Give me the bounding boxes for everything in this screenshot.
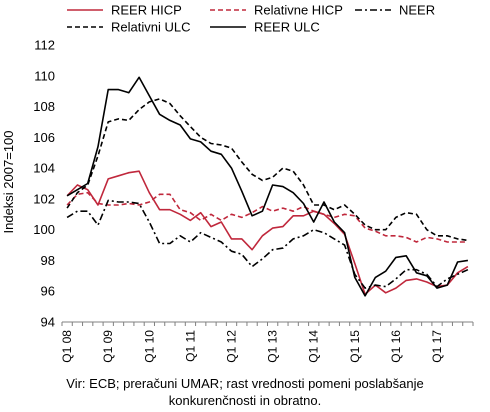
y-tick-label: 98 — [41, 253, 55, 268]
y-tick-label: 104 — [33, 161, 55, 176]
series-line-neer — [66, 199, 469, 289]
y-tick-label: 110 — [34, 68, 55, 83]
series-line-reer-hicp — [66, 170, 469, 296]
y-axis-label: Indeksi 2007=100 — [1, 130, 16, 233]
y-tick-label: 108 — [33, 99, 55, 114]
y-tick-label: 102 — [33, 191, 55, 206]
x-tick-label: Q1 13 — [266, 330, 280, 363]
legend: REER HICP Relativne HICP NEER Relativni ULC… — [67, 3, 435, 35]
x-tick-label: Q1 08 — [60, 330, 74, 363]
y-tick-label: 94 — [41, 315, 55, 330]
legend-label: REER HICP — [111, 3, 182, 18]
y-tick-label: 112 — [34, 38, 55, 53]
series-line-reer-ulc — [66, 76, 469, 297]
source-note-line-2: konkurenčnosti in obratno. — [168, 393, 322, 408]
y-tick-label: 96 — [41, 284, 55, 299]
x-tick-label: Q1 17 — [430, 330, 444, 363]
legend-label: NEER — [399, 3, 435, 18]
y-tick-label: 100 — [33, 222, 55, 237]
x-tick-label: Q1 14 — [307, 330, 321, 363]
y-tick-label: 106 — [33, 130, 55, 145]
x-tick-label: Q1 15 — [348, 330, 362, 363]
series-lines — [66, 76, 469, 297]
x-tick-label: Q1 16 — [389, 330, 403, 363]
x-tick-label: Q1 12 — [225, 330, 239, 363]
y-axis: 94 96 98 100 102 104 106 108 110 112 — [33, 38, 55, 330]
x-tick-label: Q1 10 — [142, 330, 156, 363]
x-tick-label: Q1 11 — [183, 330, 197, 362]
x-axis: Q1 08 Q1 09 Q1 10 Q1 11 Q1 12 Q1 13 Q1 14 Q1 15… — [60, 321, 474, 363]
x-tick-label: Q1 09 — [101, 330, 115, 363]
legend-label: Relativni ULC — [111, 20, 190, 35]
source-note-line-1: Vir: ECB; preračuni UMAR; rast vrednosti… — [66, 376, 424, 391]
series-line-relativni-ulc — [66, 98, 469, 242]
legend-label: REER ULC — [254, 20, 320, 35]
legend-label: Relativne HICP — [254, 3, 343, 18]
series-line-relativne-hicp — [66, 191, 468, 243]
